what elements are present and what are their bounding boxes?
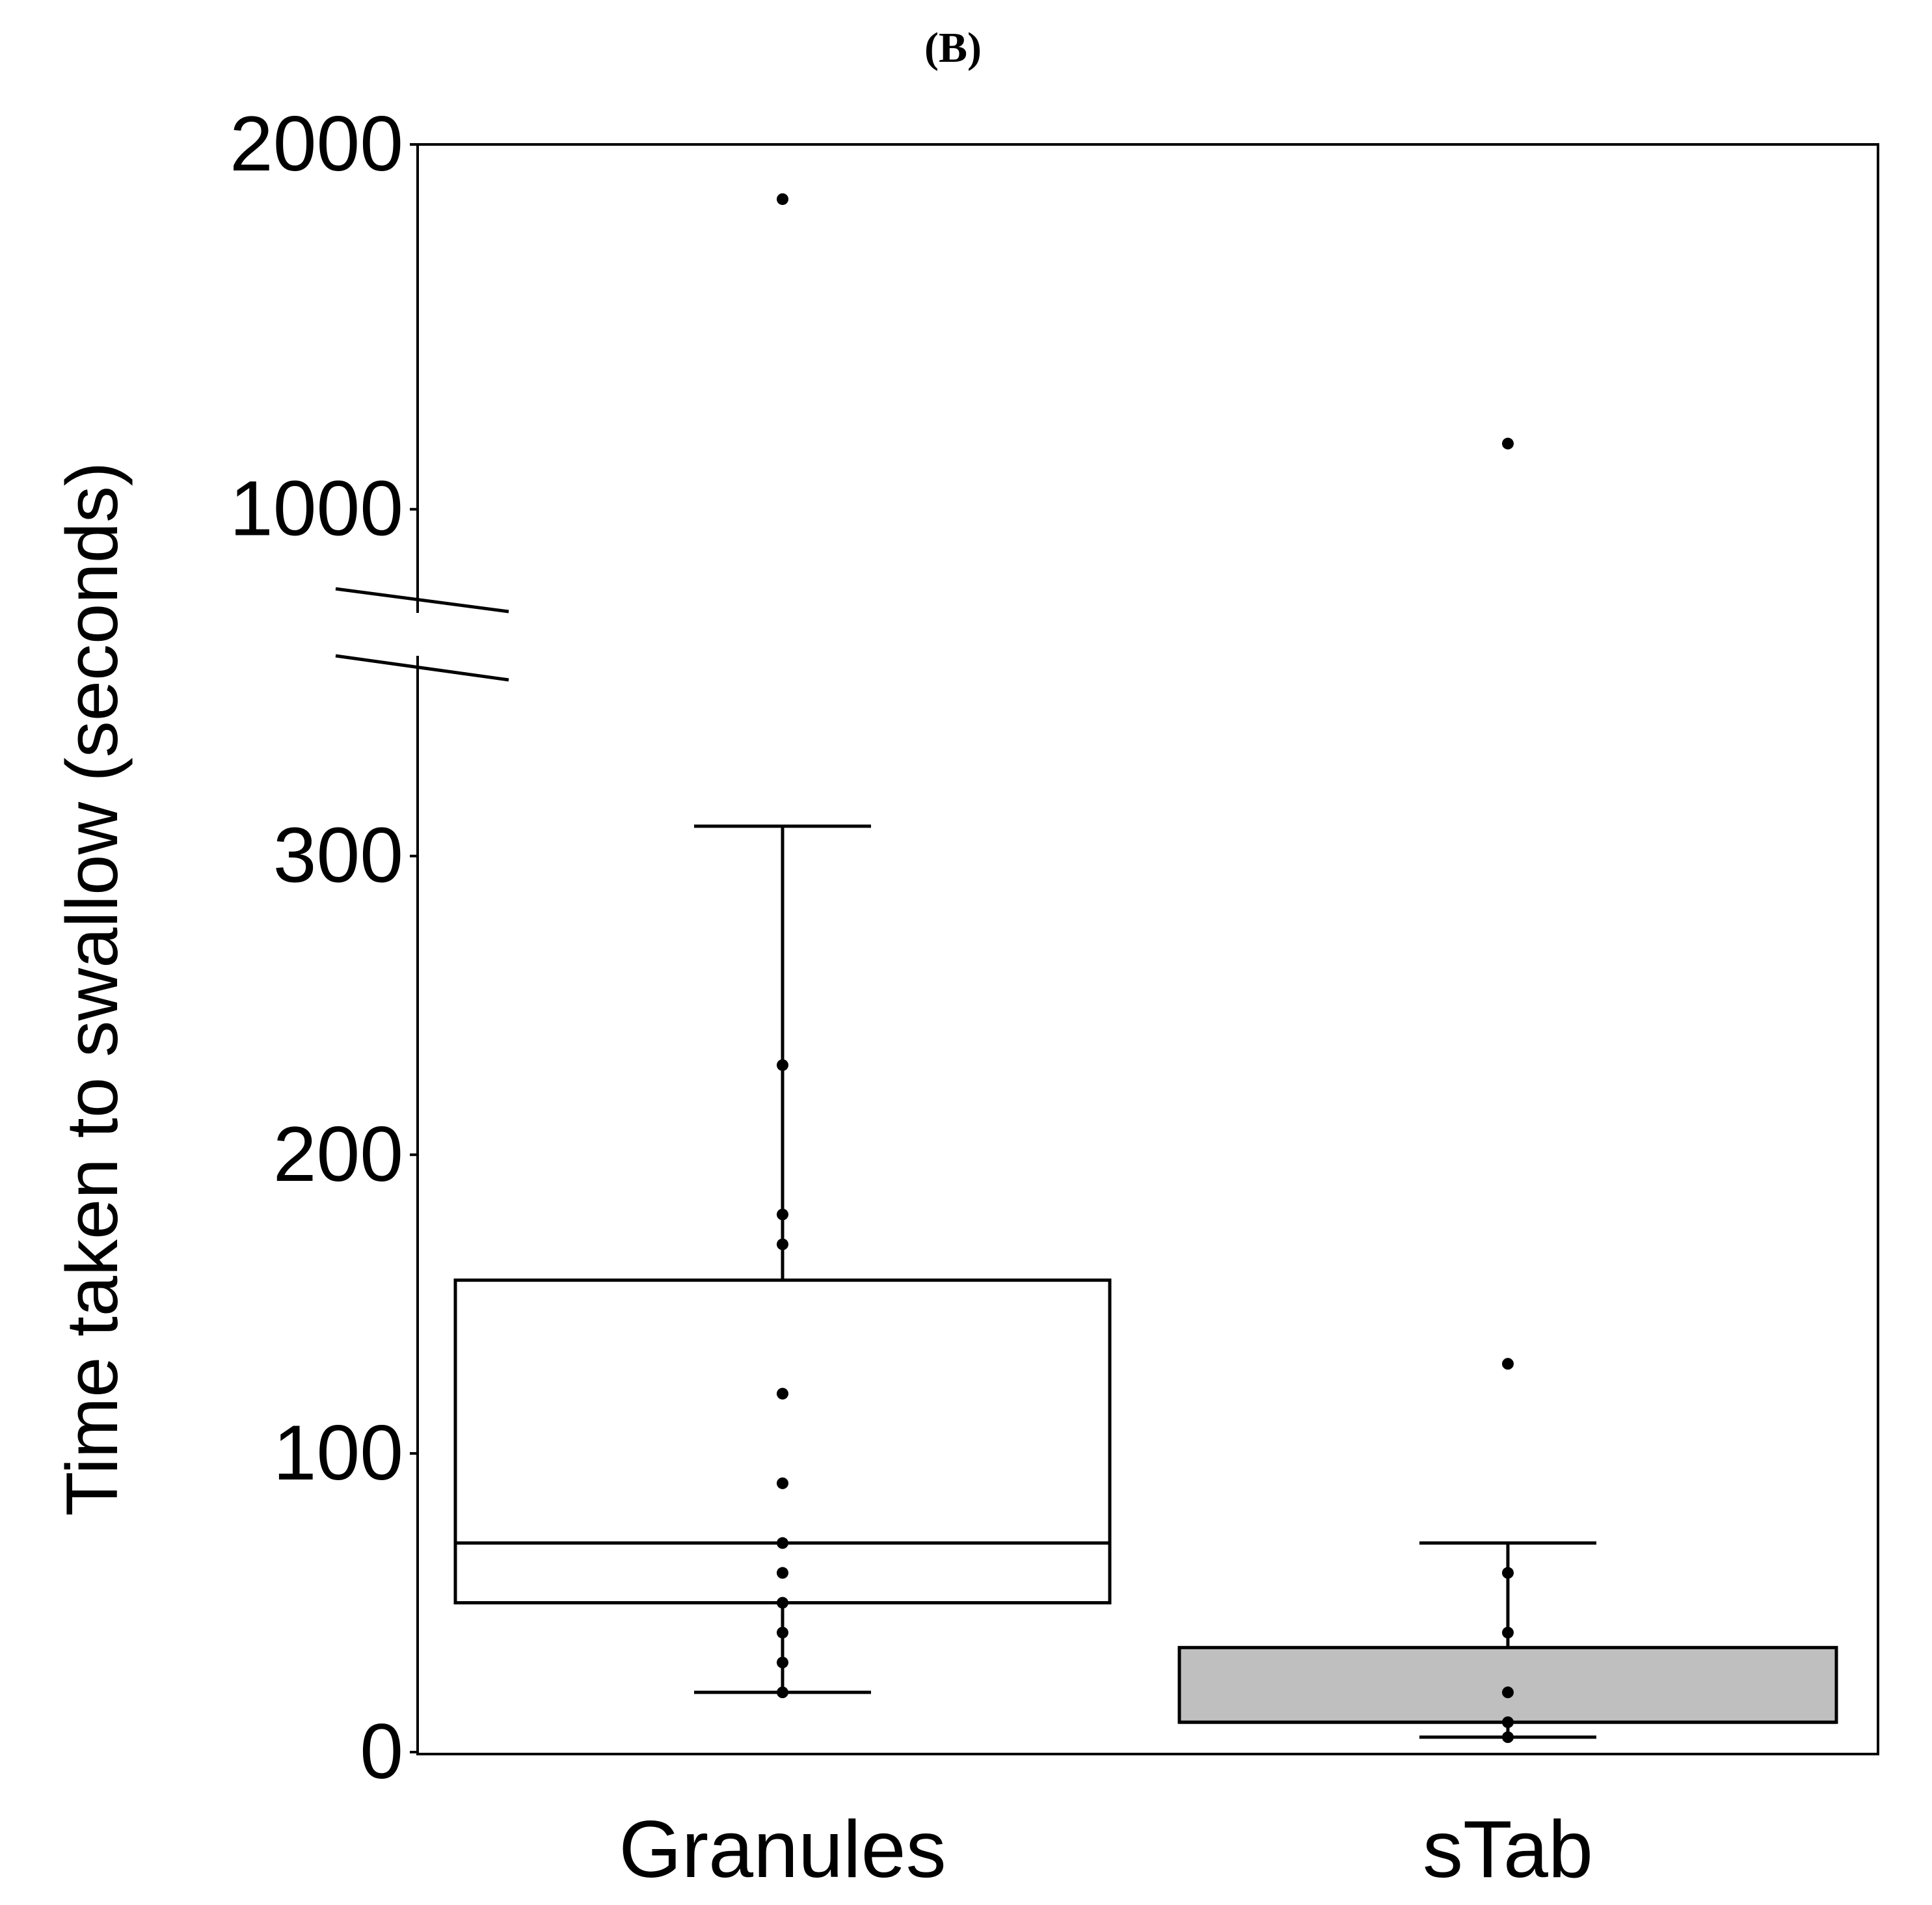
data-point xyxy=(777,1477,788,1489)
data-points xyxy=(777,193,1514,1744)
data-point xyxy=(1502,1686,1514,1699)
data-point xyxy=(1502,1716,1514,1729)
y-tick-label: 100 xyxy=(273,1409,403,1496)
data-point xyxy=(777,1567,788,1579)
data-point xyxy=(1502,1731,1514,1744)
data-point xyxy=(777,1656,788,1669)
boxes xyxy=(453,824,1838,1739)
data-point xyxy=(1502,437,1514,450)
x-tick-label: sTab xyxy=(1423,1805,1593,1895)
data-point xyxy=(777,1059,788,1072)
data-point xyxy=(777,1686,788,1699)
y-tick-label: 300 xyxy=(273,812,403,899)
data-point xyxy=(777,193,788,206)
axis-break-marks xyxy=(335,587,509,682)
data-point xyxy=(1502,1567,1514,1579)
data-point xyxy=(777,1388,788,1400)
data-point xyxy=(1502,1627,1514,1639)
data-point xyxy=(777,1208,788,1221)
x-tick-label: Granules xyxy=(619,1805,946,1895)
box-stab xyxy=(1177,1645,1838,1724)
data-point xyxy=(777,1597,788,1609)
y-tick-label: 200 xyxy=(273,1111,403,1198)
data-point xyxy=(777,1627,788,1639)
y-tick-label: 1000 xyxy=(230,465,403,552)
y-tick-label: 2000 xyxy=(230,100,403,187)
y-axis-label: Time taken to swallow (seconds) xyxy=(51,462,133,1516)
panel-label: (B) xyxy=(924,24,982,72)
x-tick-labels: Granules sTab xyxy=(619,1805,1593,1895)
data-point xyxy=(777,1537,788,1549)
box-granules xyxy=(453,1278,1112,1604)
data-point xyxy=(1502,1358,1514,1370)
plot-frame xyxy=(416,143,1879,1755)
y-ticks: 0 100 200 300 1000 2000 xyxy=(230,100,418,1795)
data-point xyxy=(777,1238,788,1250)
y-tick-label: 0 xyxy=(360,1708,403,1795)
